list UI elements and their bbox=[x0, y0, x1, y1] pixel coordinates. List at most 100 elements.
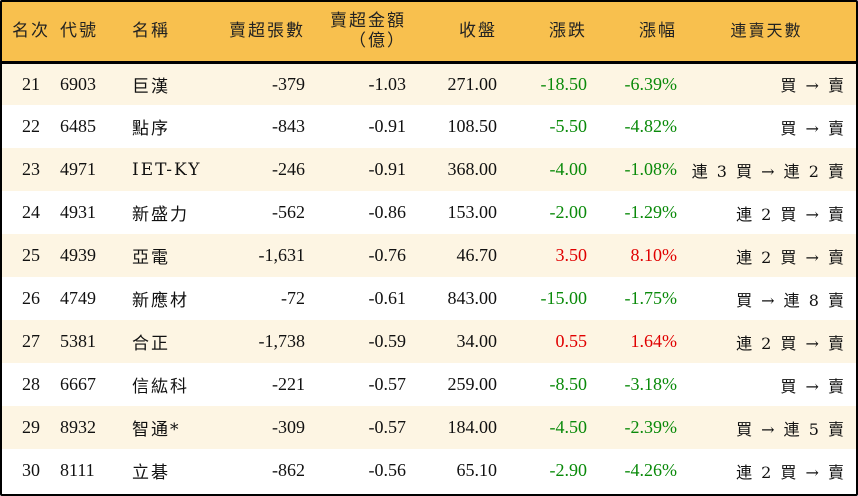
cell-streak: 連 2 買 → 賣 bbox=[736, 204, 846, 224]
cell-pct: -3.18% bbox=[624, 374, 678, 394]
header-close[interactable]: 收盤 bbox=[459, 21, 497, 42]
cell-name: IET-KY bbox=[132, 159, 202, 180]
cell-amount: -0.61 bbox=[368, 288, 407, 308]
cell-shares: -843 bbox=[272, 116, 305, 136]
cell-shares: -379 bbox=[272, 73, 305, 94]
cell-close: 843.00 bbox=[447, 288, 498, 308]
cell-name: 點序 bbox=[132, 119, 170, 139]
cell-amount: -0.56 bbox=[368, 460, 407, 480]
cell-pct: -2.39% bbox=[624, 417, 678, 437]
cell-streak: 連 2 買 → 賣 bbox=[736, 333, 846, 353]
cell-change: 3.50 bbox=[555, 245, 588, 265]
cell-change: 0.55 bbox=[555, 331, 588, 351]
header-rank[interactable]: 名次 bbox=[12, 21, 50, 42]
cell-rank: 27 bbox=[22, 331, 40, 351]
cell-streak: 連 3 買 → 連 2 賣 bbox=[691, 161, 846, 181]
cell-code: 6667 bbox=[60, 374, 96, 394]
cell-amount: -1.03 bbox=[368, 73, 407, 94]
cell-streak: 買 → 連 5 賣 bbox=[736, 419, 846, 439]
cell-rank: 25 bbox=[22, 245, 40, 265]
cell-streak: 連 2 買 → 賣 bbox=[736, 247, 846, 267]
cell-change: -2.00 bbox=[549, 202, 588, 222]
table-row[interactable]: 30 8111 立碁 -862 -0.56 65.10 -2.90 -4.26% 連 2 買 →… bbox=[2, 449, 856, 492]
cell-shares: -72 bbox=[281, 288, 305, 308]
cell-change: -8.50 bbox=[549, 374, 588, 394]
cell-name: 新盛力 bbox=[132, 205, 189, 225]
cell-close: 271.00 bbox=[447, 73, 498, 94]
cell-change: -4.00 bbox=[549, 159, 588, 179]
cell-name: 信紘科 bbox=[132, 377, 189, 397]
table-row[interactable]: 24 4931 新盛力 -562 -0.86 153.00 -2.00 -1.29% 連 2 買… bbox=[2, 191, 856, 234]
header-code[interactable]: 代號 bbox=[60, 21, 98, 42]
cell-pct: -1.75% bbox=[624, 288, 678, 308]
table-row[interactable]: 22 6485 點序 -843 -0.91 108.50 -5.50 -4.82% 買 → 賣 bbox=[2, 105, 856, 148]
cell-rank: 23 bbox=[22, 159, 40, 179]
cell-pct: -1.08% bbox=[624, 159, 678, 179]
cell-close: 46.70 bbox=[456, 245, 498, 265]
cell-pct: -4.82% bbox=[624, 116, 678, 136]
cell-change: -15.00 bbox=[540, 288, 588, 308]
cell-name: 立碁 bbox=[132, 463, 170, 483]
cell-change: -4.50 bbox=[549, 417, 588, 437]
header-name[interactable]: 名稱 bbox=[132, 21, 170, 42]
cell-code: 4749 bbox=[60, 288, 96, 308]
cell-shares: -862 bbox=[272, 460, 305, 480]
cell-name: 智通* bbox=[132, 420, 181, 440]
cell-shares: -221 bbox=[272, 374, 305, 394]
cell-rank: 24 bbox=[22, 202, 40, 222]
cell-pct: -1.29% bbox=[624, 202, 678, 222]
table-row[interactable]: 28 6667 信紘科 -221 -0.57 259.00 -8.50 -3.18% 買 → 賣 bbox=[2, 363, 856, 406]
cell-code: 4971 bbox=[60, 159, 96, 179]
cell-shares: -1,631 bbox=[258, 245, 306, 265]
cell-name: 亞電 bbox=[132, 248, 170, 268]
cell-shares: -1,738 bbox=[258, 331, 306, 351]
cell-streak: 買 → 連 8 賣 bbox=[736, 290, 846, 310]
cell-rank: 26 bbox=[22, 288, 40, 308]
table-row[interactable]: 21 6903 巨漢 -379 -1.03 271.00 -18.50 -6.39% 買 → 賣 bbox=[2, 62, 856, 105]
header-change-pct[interactable]: 漲幅 bbox=[639, 21, 677, 42]
header-row: 名次 代號 名稱 賣超張數 賣超金額 （億） 收盤 漲跌 漲幅 連賣天數 bbox=[2, 2, 856, 62]
cell-close: 34.00 bbox=[456, 331, 498, 351]
table-row[interactable]: 29 8932 智通* -309 -0.57 184.00 -4.50 -2.39% 買 → 連… bbox=[2, 406, 856, 449]
cell-code: 8932 bbox=[60, 417, 96, 437]
cell-shares: -309 bbox=[272, 417, 305, 437]
cell-amount: -0.57 bbox=[368, 374, 407, 394]
table-row[interactable]: 25 4939 亞電 -1,631 -0.76 46.70 3.50 8.10% 連 2 買 →… bbox=[2, 234, 856, 277]
cell-streak: 連 2 買 → 賣 bbox=[736, 462, 846, 482]
cell-code: 4931 bbox=[60, 202, 96, 222]
cell-pct: 1.64% bbox=[630, 331, 678, 351]
cell-streak: 買 → 賣 bbox=[780, 76, 846, 96]
cell-rank: 21 bbox=[22, 73, 40, 94]
cell-pct: -4.26% bbox=[624, 460, 678, 480]
header-streak[interactable]: 連賣天數 bbox=[730, 21, 803, 41]
cell-amount: -0.57 bbox=[368, 417, 407, 437]
cell-close: 368.00 bbox=[447, 159, 498, 179]
header-change[interactable]: 漲跌 bbox=[549, 21, 587, 42]
cell-code: 4939 bbox=[60, 245, 96, 265]
cell-rank: 29 bbox=[22, 417, 40, 437]
cell-name: 合正 bbox=[132, 334, 170, 354]
cell-amount: -0.86 bbox=[368, 202, 407, 222]
table-row[interactable]: 26 4749 新應材 -72 -0.61 843.00 -15.00 -1.75% 買 → 連… bbox=[2, 277, 856, 320]
table-row[interactable]: 27 5381 合正 -1,738 -0.59 34.00 0.55 1.64% 連 2 買 →… bbox=[2, 320, 856, 363]
cell-shares: -562 bbox=[272, 202, 305, 222]
cell-amount: -0.59 bbox=[368, 331, 407, 351]
cell-name: 巨漢 bbox=[132, 76, 170, 97]
cell-code: 6485 bbox=[60, 116, 96, 136]
cell-amount: -0.91 bbox=[368, 159, 407, 179]
cell-close: 153.00 bbox=[447, 202, 498, 222]
cell-change: -2.90 bbox=[549, 460, 588, 480]
table-row[interactable]: 23 4971 IET-KY -246 -0.91 368.00 -4.00 -1.08% 連 … bbox=[2, 148, 856, 191]
cell-amount: -0.91 bbox=[368, 116, 407, 136]
cell-pct: 8.10% bbox=[630, 245, 678, 265]
cell-close: 108.50 bbox=[447, 116, 498, 136]
cell-amount: -0.76 bbox=[368, 245, 407, 265]
header-net-sell-shares[interactable]: 賣超張數 bbox=[229, 21, 305, 42]
cell-streak: 買 → 賣 bbox=[780, 376, 846, 396]
cell-close: 65.10 bbox=[456, 460, 498, 480]
header-net-sell-amount[interactable]: 賣超金額 （億） bbox=[330, 11, 406, 52]
cell-streak: 買 → 賣 bbox=[780, 118, 846, 138]
cell-change: -18.50 bbox=[540, 73, 588, 94]
